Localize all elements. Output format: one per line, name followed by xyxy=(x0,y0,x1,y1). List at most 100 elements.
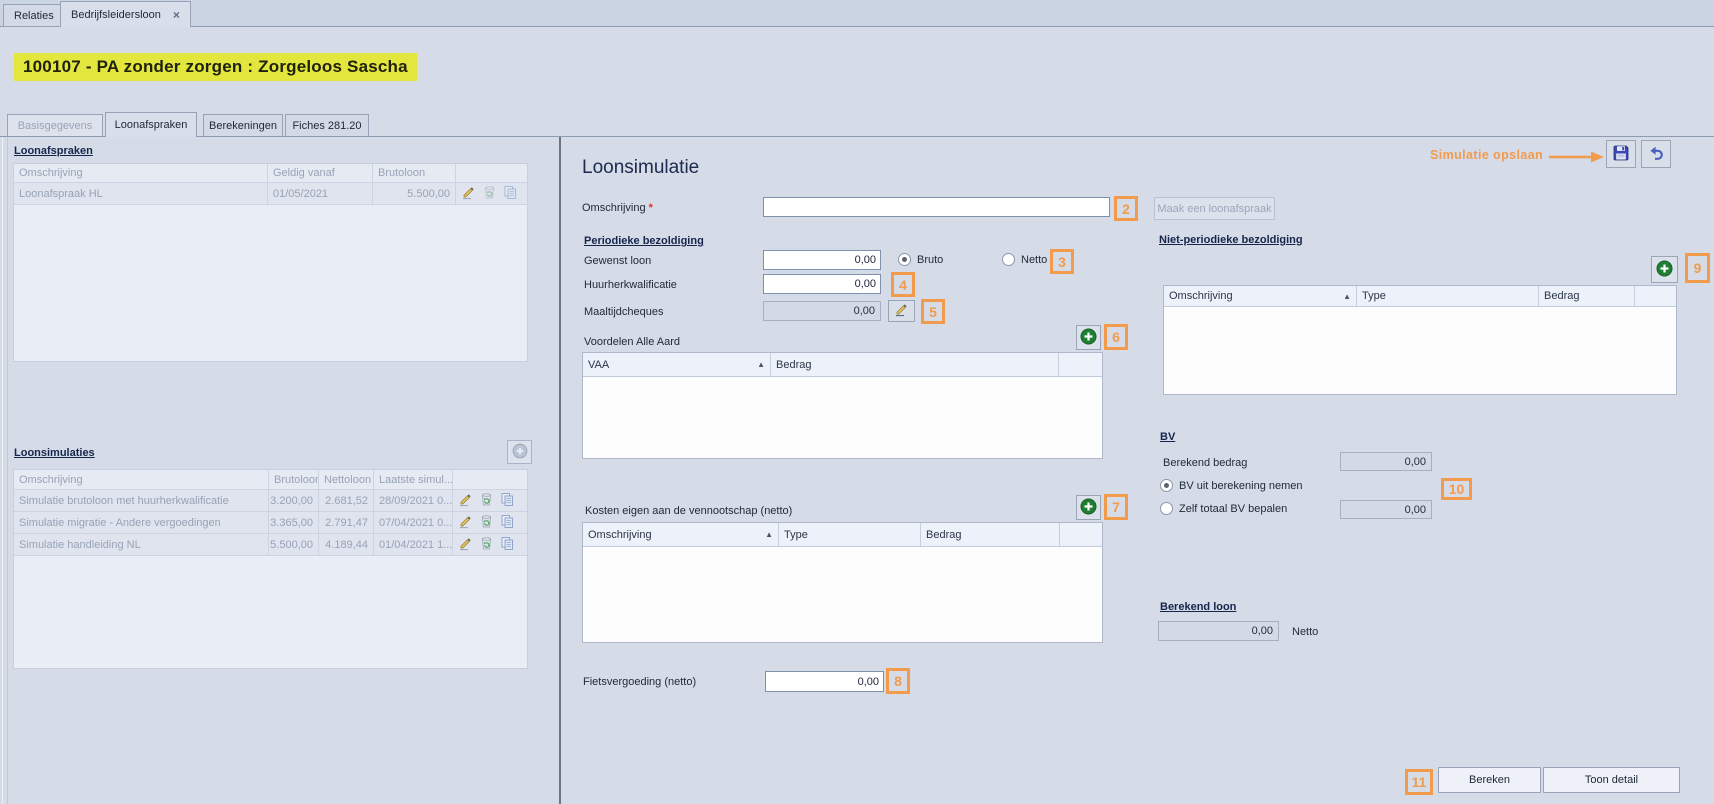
copy-icon[interactable] xyxy=(500,492,515,510)
berekend-bedrag-label: Berekend bedrag xyxy=(1163,457,1248,469)
table-row[interactable]: Simulatie migratie - Andere vergoedingen… xyxy=(14,512,527,534)
column-header-bedrag[interactable]: Bedrag xyxy=(921,523,1060,546)
column-header[interactable]: Brutoloon xyxy=(269,470,319,489)
sort-asc-icon: ▲ xyxy=(765,530,773,539)
delete-icon[interactable] xyxy=(482,185,497,203)
column-header-bedrag[interactable]: Bedrag xyxy=(771,353,1059,376)
callout-badge-8: 8 xyxy=(886,668,910,694)
column-header-blank xyxy=(1060,523,1102,546)
cell-brutoloon: 3.200,00 xyxy=(269,490,319,511)
fietsvergoeding-input[interactable] xyxy=(765,671,884,692)
cell-brutoloon: 5.500,00 xyxy=(269,534,319,555)
berekend-loon-suffix: Netto xyxy=(1292,626,1319,638)
cell-laatste-simulatie: 07/04/2021 0... xyxy=(374,512,453,533)
callout-badge-4: 4 xyxy=(891,272,915,297)
maak-loonafspraak-button[interactable]: Maak een loonafspraak xyxy=(1154,197,1275,220)
edit-icon[interactable] xyxy=(458,492,473,510)
column-header-omschrijving[interactable]: Omschrijving ▲ xyxy=(1164,286,1357,306)
column-header[interactable]: Omschrijving xyxy=(14,470,269,489)
panel-splitter[interactable] xyxy=(559,137,561,804)
toon-detail-button[interactable]: Toon detail xyxy=(1543,767,1680,793)
add-loonsimulatie-button[interactable] xyxy=(507,440,532,464)
bereken-button[interactable]: Bereken xyxy=(1438,767,1541,793)
tab-berekeningen[interactable]: Berekeningen xyxy=(203,114,283,137)
niet-periodieke-table: Omschrijving ▲ Type Bedrag xyxy=(1163,285,1677,395)
window-tab-bedrijfsleidersloon[interactable]: Bedrijfsleidersloon × xyxy=(60,1,191,27)
edit-icon[interactable] xyxy=(461,185,476,203)
save-simulation-button[interactable] xyxy=(1606,140,1636,168)
column-header-type[interactable]: Type xyxy=(1357,286,1539,306)
bruto-radio-label: Bruto xyxy=(917,253,944,266)
table-row[interactable]: Simulatie brutoloon met huurherkwalifica… xyxy=(14,490,527,512)
column-header[interactable]: Nettoloon xyxy=(319,470,374,489)
maaltijdcheques-value: 0,00 xyxy=(763,301,881,321)
cell-nettoloon: 2.791,47 xyxy=(319,512,374,533)
column-header[interactable]: Omschrijving xyxy=(14,164,268,182)
delete-icon[interactable] xyxy=(479,536,494,554)
sort-asc-icon: ▲ xyxy=(1343,291,1351,301)
huurherkwalificatie-input[interactable] xyxy=(763,274,881,294)
tab-label: Basisgegevens xyxy=(17,119,93,132)
edit-icon[interactable] xyxy=(458,514,473,532)
table-row[interactable]: Simulatie handleiding NL 5.500,00 4.189,… xyxy=(14,534,527,556)
callout-badge-3: 3 xyxy=(1050,249,1074,274)
bv-section-title: BV xyxy=(1160,431,1176,443)
gewenst-loon-input[interactable] xyxy=(763,250,881,270)
callout-badge-9: 9 xyxy=(1685,253,1710,283)
delete-icon[interactable] xyxy=(479,514,494,532)
sort-asc-icon: ▲ xyxy=(757,360,765,369)
window-tab-label: Relaties xyxy=(14,9,54,22)
fietsvergoeding-label: Fietsvergoeding (netto) xyxy=(583,676,697,688)
undo-button[interactable] xyxy=(1641,140,1671,168)
button-label: Bereken xyxy=(1469,774,1510,786)
add-kosten-button[interactable] xyxy=(1076,495,1101,520)
kosten-table: Omschrijving ▲ Type Bedrag xyxy=(582,522,1103,643)
callout-badge-7: 7 xyxy=(1104,494,1128,520)
column-header[interactable]: Brutoloon xyxy=(373,164,456,182)
window-tab-relaties[interactable]: Relaties xyxy=(3,4,65,27)
edit-maaltijdcheques-button[interactable] xyxy=(888,300,915,322)
callout-badge-6: 6 xyxy=(1104,324,1128,350)
tab-fiches-281-20[interactable]: Fiches 281.20 xyxy=(285,114,369,137)
copy-icon[interactable] xyxy=(503,185,518,203)
copy-icon[interactable] xyxy=(500,536,515,554)
maaltijdcheques-label: Maaltijdcheques xyxy=(584,306,664,318)
zelf-totaal-bv-value: 0,00 xyxy=(1340,500,1432,519)
table-row[interactable]: Loonafspraak HL 01/05/2021 5.500,00 xyxy=(14,183,527,205)
zelf-totaal-bv-radio[interactable]: Zelf totaal BV bepalen xyxy=(1160,502,1287,515)
edit-icon[interactable] xyxy=(458,536,473,554)
column-header-type[interactable]: Type xyxy=(779,523,921,546)
tab-basisgegevens[interactable]: Basisgegevens xyxy=(7,114,103,137)
loonsimulaties-section-title: Loonsimulaties xyxy=(14,447,95,459)
niet-periodieke-section-title: Niet-periodieke bezoldiging xyxy=(1159,234,1303,246)
vaa-table: VAA ▲ Bedrag xyxy=(582,352,1103,459)
cell-brutoloon: 3.365,00 xyxy=(269,512,319,533)
netto-radio[interactable]: Netto xyxy=(1002,253,1047,266)
table-header: Omschrijving ▲ Type Bedrag xyxy=(1164,286,1676,307)
column-header-bedrag[interactable]: Bedrag xyxy=(1539,286,1635,306)
copy-icon[interactable] xyxy=(500,514,515,532)
bv-uit-berekening-radio[interactable]: BV uit berekening nemen xyxy=(1160,479,1303,492)
bruto-radio[interactable]: Bruto xyxy=(898,253,943,266)
column-header-vaa[interactable]: VAA ▲ xyxy=(583,353,771,376)
cell-omschrijving: Simulatie handleiding NL xyxy=(14,534,269,555)
close-icon[interactable]: × xyxy=(172,7,180,22)
column-header[interactable]: Geldig vanaf xyxy=(268,164,373,182)
omschrijving-input[interactable] xyxy=(763,197,1110,217)
omschrijving-label: Omschrijving * xyxy=(582,202,653,214)
netto-radio-label: Netto xyxy=(1021,253,1048,266)
panel-edge xyxy=(7,137,8,804)
column-header[interactable]: Laatste simul... xyxy=(374,470,453,489)
table-header: VAA ▲ Bedrag xyxy=(583,353,1102,377)
callout-badge-10: 10 xyxy=(1441,478,1472,500)
tab-loonafspraken[interactable]: Loonafspraken xyxy=(105,112,197,137)
add-vaa-button[interactable] xyxy=(1076,325,1101,350)
table-header: Omschrijving ▲ Type Bedrag xyxy=(583,523,1102,547)
column-header-actions xyxy=(456,164,527,182)
radio-icon xyxy=(1160,479,1173,492)
plus-icon xyxy=(1656,260,1673,280)
add-niet-periodieke-button[interactable] xyxy=(1651,256,1678,283)
column-header-omschrijving[interactable]: Omschrijving ▲ xyxy=(583,523,779,546)
delete-icon[interactable] xyxy=(479,492,494,510)
